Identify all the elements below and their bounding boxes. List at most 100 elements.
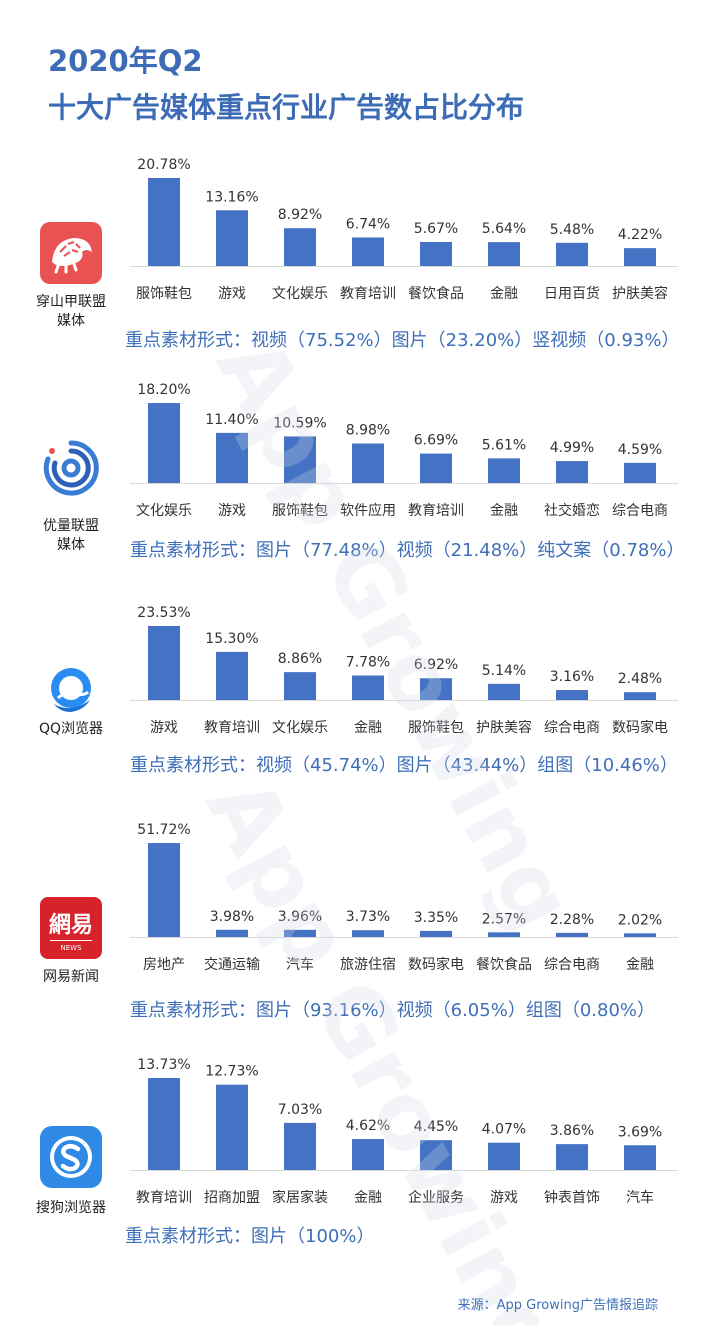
key-forms-text: 重点素材形式：视频（75.52%）图片（23.20%）竖视频（0.93%）	[125, 330, 680, 351]
value-label: 8.86%	[278, 651, 322, 667]
media-name: 搜狗浏览器	[16, 1199, 126, 1218]
bar	[216, 432, 248, 483]
value-label: 5.67%	[414, 221, 458, 237]
value-label: 3.73%	[346, 909, 390, 925]
category-label: 餐饮食品	[476, 956, 532, 973]
value-label: 5.61%	[482, 437, 526, 453]
bar-chart-youliang: 18.20% 文化娱乐 11.40% 游戏 10.59% 服饰鞋包 8.98% 软件应用 6.6…	[130, 382, 678, 519]
bar	[624, 933, 656, 937]
value-label: 7.03%	[278, 1102, 322, 1118]
bar-chart-netease-news: 51.72% 房地产 3.98% 交通运输 3.96% 汽车 3.73% 旅游住宿 3.35% 数…	[130, 822, 678, 973]
value-label: 4.99%	[550, 440, 594, 456]
bar	[148, 626, 180, 700]
pangolin-icon	[52, 238, 92, 274]
youliang-spiral-icon	[43, 440, 99, 496]
bar	[488, 932, 520, 937]
pangolin-logo	[40, 222, 102, 284]
bar	[216, 929, 248, 937]
category-label: 综合电商	[544, 957, 600, 973]
bar	[352, 930, 384, 937]
media-section-qq-browser: QQ浏览器 23.53% 游戏 15.30% 教育培训 8.86% 文化娱乐 7.78% 金融…	[0, 600, 720, 790]
value-label: 3.69%	[618, 1124, 662, 1140]
bar	[216, 1084, 248, 1170]
category-label: 文化娱乐	[272, 720, 328, 736]
value-label: 23.53%	[137, 605, 190, 621]
value-label: 5.64%	[482, 221, 526, 237]
media-name-line: 搜狗浏览器	[36, 1200, 106, 1216]
media-name-line: 穿山甲联盟	[36, 294, 106, 310]
category-label: 金融	[490, 503, 518, 519]
value-label: 11.40%	[205, 412, 258, 428]
key-forms-text: 重点素材形式：图片（77.48%）视频（21.48%）纯文案（0.78%）	[130, 540, 685, 561]
bar	[488, 683, 520, 700]
sogou-browser-icon	[50, 1136, 92, 1178]
key-forms-text: 重点素材形式：图片（93.16%）视频（6.05%）组图（0.80%）	[130, 1000, 655, 1021]
youliang-logo	[40, 437, 102, 499]
category-label: 游戏	[218, 286, 246, 302]
value-label: 4.62%	[346, 1118, 390, 1134]
category-label: 招商加盟	[204, 1190, 260, 1206]
bar	[556, 242, 588, 266]
category-label: 综合电商	[544, 720, 600, 736]
page-title-line1: 2020年Q2	[48, 44, 203, 78]
category-label: 教育培训	[204, 720, 260, 736]
bar	[420, 241, 452, 266]
category-label: 钟表首饰	[544, 1189, 600, 1206]
media-name-line: QQ浏览器	[38, 721, 104, 737]
category-label: 日用百货	[544, 285, 600, 302]
category-label: 服饰鞋包	[136, 286, 192, 302]
category-label: 教育培训	[136, 1190, 192, 1206]
media-name-line: 优量联盟	[43, 518, 99, 534]
bar	[352, 1139, 384, 1170]
category-label: 护肤美容	[476, 719, 532, 736]
value-label: 2.57%	[482, 911, 526, 927]
value-label: 6.74%	[346, 216, 390, 232]
bar	[352, 443, 384, 483]
value-label: 8.98%	[346, 423, 390, 439]
value-label: 2.48%	[618, 671, 662, 687]
bar	[148, 1078, 180, 1170]
value-label: 4.22%	[618, 227, 662, 243]
value-label: 7.78%	[346, 655, 390, 671]
bar	[148, 843, 180, 937]
key-forms-text: 重点素材形式：视频（45.74%）图片（43.44%）组图（10.46%）	[130, 755, 678, 776]
bar	[624, 248, 656, 266]
category-label: 数码家电	[408, 956, 464, 973]
bar	[624, 462, 656, 483]
category-label: 教育培训	[340, 286, 396, 302]
netease-logo-text: 網易	[49, 912, 93, 938]
media-section-sogou-browser: 搜狗浏览器 13.73% 教育培训 12.73% 招商加盟 7.03% 家居家装 4.62%…	[0, 1050, 720, 1250]
value-label: 2.02%	[618, 912, 662, 928]
qq-browser-logo	[40, 658, 102, 720]
value-label: 5.48%	[550, 222, 594, 238]
bar	[624, 1145, 656, 1170]
category-label: 教育培训	[408, 503, 464, 519]
value-label: 20.78%	[137, 157, 190, 173]
value-label: 4.45%	[414, 1119, 458, 1135]
bar	[284, 929, 316, 937]
value-label: 6.69%	[414, 433, 458, 449]
media-name: 网易新闻	[16, 968, 126, 987]
bar	[420, 930, 452, 937]
media-name-line: 媒体	[57, 313, 85, 329]
bar	[352, 675, 384, 700]
netease-news-icon: 網易 NEWS	[49, 912, 93, 952]
media-name: QQ浏览器	[16, 720, 126, 739]
value-label: 3.16%	[550, 669, 594, 685]
bar	[556, 1144, 588, 1170]
bar	[488, 458, 520, 483]
sogou-browser-logo	[40, 1126, 102, 1188]
category-label: 金融	[490, 286, 518, 302]
category-label: 游戏	[490, 1190, 518, 1206]
bar	[148, 178, 180, 266]
media-section-youliang: 优量联盟 媒体 18.20% 文化娱乐 11.40% 游戏 10.59% 服饰鞋包 8.98…	[0, 375, 720, 575]
media-name-line: 媒体	[57, 537, 85, 553]
value-label: 3.96%	[278, 909, 322, 925]
bar	[284, 436, 316, 483]
bar	[216, 210, 248, 266]
page-title-line2: 十大广告媒体重点行业广告数占比分布	[48, 91, 525, 124]
bar	[284, 672, 316, 700]
media-name-line: 网易新闻	[43, 969, 99, 985]
value-label: 18.20%	[137, 382, 190, 398]
category-label: 数码家电	[612, 719, 668, 736]
